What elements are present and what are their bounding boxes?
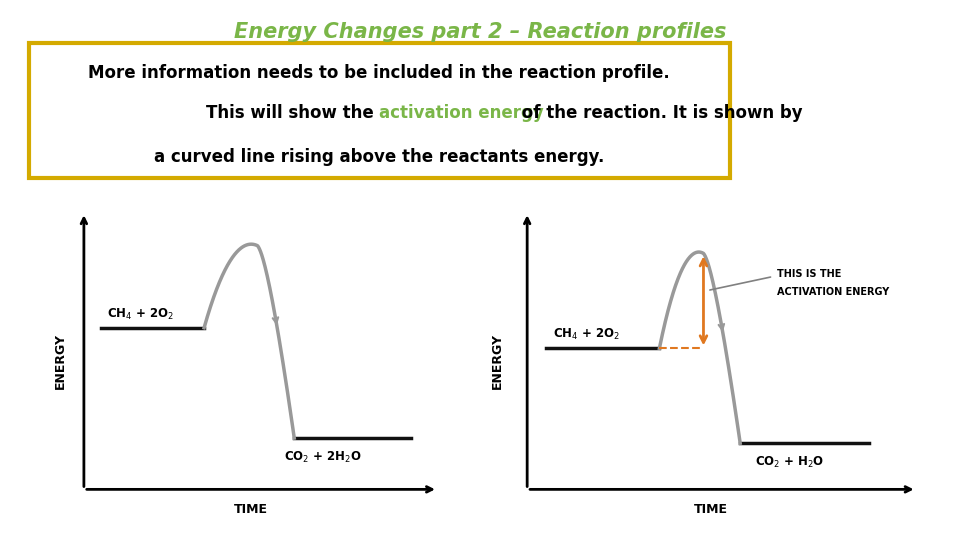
Text: ACTIVATION ENERGY: ACTIVATION ENERGY [777,287,889,297]
Text: This will show the: This will show the [205,104,379,123]
Text: CO$_2$ + H$_2$O: CO$_2$ + H$_2$O [755,455,824,470]
Text: a curved line rising above the reactants energy.: a curved line rising above the reactants… [154,147,605,166]
FancyBboxPatch shape [29,43,730,178]
Text: More information needs to be included in the reaction profile.: More information needs to be included in… [88,64,670,82]
Text: CH$_4$ + 2O$_2$: CH$_4$ + 2O$_2$ [553,327,620,342]
Text: TIME: TIME [694,503,728,516]
Text: of the reaction. It is shown by: of the reaction. It is shown by [516,104,803,123]
Text: Energy Changes part 2 – Reaction profiles: Energy Changes part 2 – Reaction profile… [234,22,726,42]
Text: ENERGY: ENERGY [492,333,504,389]
Text: ENERGY: ENERGY [54,333,67,389]
Text: activation energy: activation energy [379,104,544,123]
Text: CH$_4$ + 2O$_2$: CH$_4$ + 2O$_2$ [108,307,174,322]
Text: CO$_2$ + 2H$_2$O: CO$_2$ + 2H$_2$O [284,450,362,465]
Text: THIS IS THE: THIS IS THE [777,269,841,279]
Text: TIME: TIME [234,503,268,516]
